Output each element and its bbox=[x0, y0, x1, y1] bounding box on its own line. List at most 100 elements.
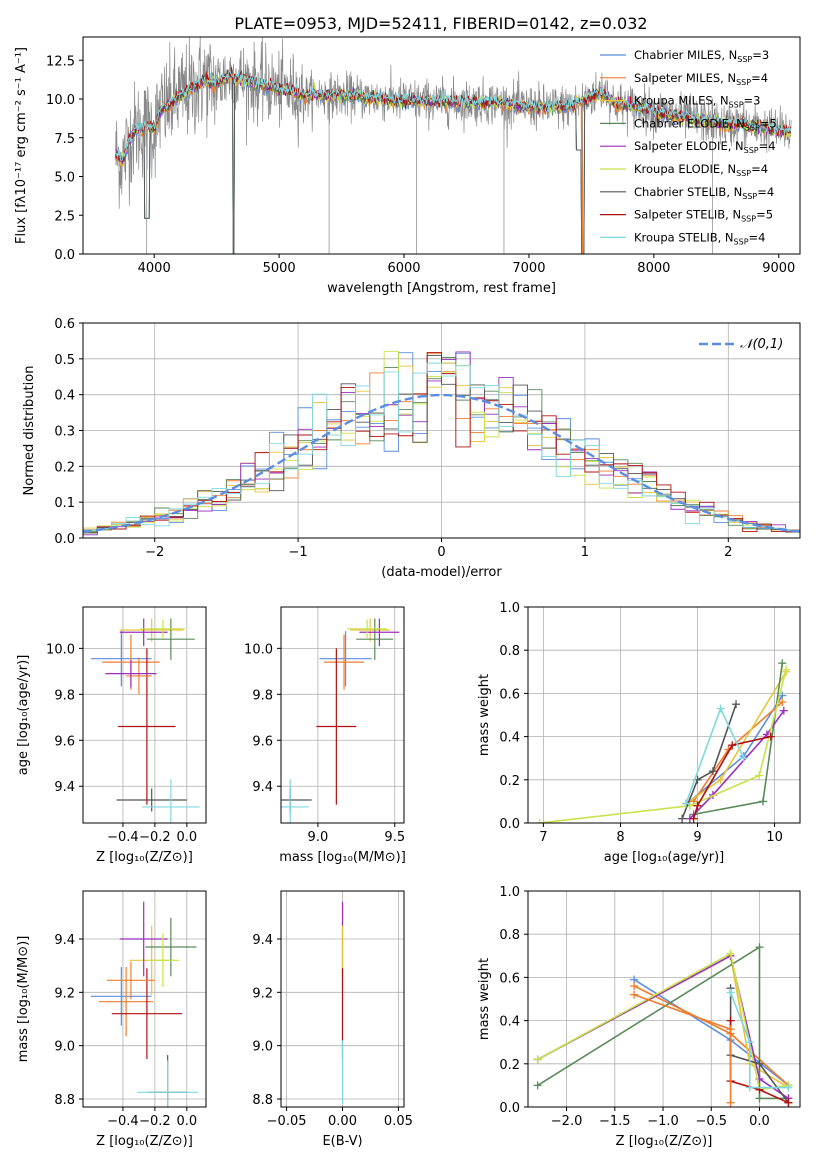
legend-text: Chabrier MILES, N bbox=[634, 48, 737, 62]
y-tick-label: 1.0 bbox=[499, 885, 520, 900]
y-tick-label: 9.4 bbox=[54, 780, 75, 795]
x-tick-label: 6000 bbox=[387, 261, 420, 276]
legend-subscript: SSP bbox=[745, 123, 760, 132]
axes-massweight-vs-Z: −2.0 −1.5 −1.0 −0.5 0.0 0.0 0.2 0.4 0.6 0.8 1.0 Z [… bbox=[477, 885, 801, 1149]
y-axis-label: Flux [fλ10⁻¹⁷ erg cm⁻² s⁻¹ A⁻¹] bbox=[14, 47, 29, 244]
weight-line bbox=[537, 954, 789, 1100]
axes-frame bbox=[82, 36, 801, 255]
x-tick-label: −0.4 bbox=[107, 830, 139, 845]
legend-label: Kroupa ELODIE, NSSP=4 bbox=[634, 162, 768, 178]
y-tick-label: 10.0 bbox=[244, 642, 273, 657]
plot-area bbox=[535, 659, 791, 823]
x-tick-label: −2.0 bbox=[551, 1114, 583, 1129]
x-axis-label: Z [log₁₀(Z/Z⊙)] bbox=[96, 1134, 193, 1149]
axes-frame bbox=[82, 606, 207, 824]
legend-tail: =4 bbox=[751, 71, 768, 85]
y-tick-label: 0.1 bbox=[54, 496, 75, 511]
legend-tail: =3 bbox=[744, 94, 761, 108]
y-tick-label: 10.0 bbox=[46, 642, 75, 657]
y-tick-label: 9.4 bbox=[252, 780, 273, 795]
weight-line bbox=[539, 669, 787, 823]
legend-text: Kroupa ELODIE, N bbox=[634, 162, 736, 176]
legend-tail: =3 bbox=[752, 48, 769, 62]
x-tick-label: −0.2 bbox=[139, 830, 171, 845]
y-tick-label: 7.5 bbox=[54, 132, 75, 147]
y-tick-label: 0.2 bbox=[499, 774, 520, 789]
y-tick-label: 8.8 bbox=[54, 1093, 75, 1108]
legend-tail: =4 bbox=[749, 230, 766, 244]
legend-text: Salpeter STELIB, N bbox=[634, 208, 741, 222]
legend-text: Chabrier ELODIE, N bbox=[634, 116, 745, 130]
y-tick-label: 0.0 bbox=[54, 532, 75, 547]
legend-tail: =5 bbox=[760, 116, 777, 130]
y-tick-label: 9.8 bbox=[54, 688, 75, 703]
legend-subscript: SSP bbox=[729, 101, 744, 110]
y-tick-label: 0.8 bbox=[499, 644, 520, 659]
legend-subscript: SSP bbox=[736, 169, 751, 178]
y-tick-label: 2.5 bbox=[54, 209, 75, 224]
legend-label: Chabrier ELODIE, NSSP=5 bbox=[634, 116, 777, 132]
y-tick-label: 9.8 bbox=[252, 688, 273, 703]
y-tick-label: 9.4 bbox=[252, 933, 273, 948]
normal-legend-label: 𝒩(0,1) bbox=[740, 337, 783, 352]
legend-tail: =5 bbox=[756, 208, 773, 222]
weight-line bbox=[681, 703, 737, 819]
y-tick-label: 1.0 bbox=[499, 601, 520, 616]
x-tick-label: 7 bbox=[539, 830, 547, 845]
x-tick-label: −0.05 bbox=[267, 1114, 307, 1129]
axes-spectrum: 4000 5000 6000 7000 8000 9000 0.0 2.5 5.0 7.5 10.0… bbox=[14, 36, 801, 296]
x-axis-label: mass [log₁₀(M/M⊙)] bbox=[279, 850, 406, 865]
y-tick-label: 9.0 bbox=[54, 1040, 75, 1055]
y-tick-label: 0.4 bbox=[499, 1015, 520, 1030]
y-axis-label: age [log₁₀(age/yr)] bbox=[16, 655, 31, 776]
chart-title: PLATE=0953, MJD=52411, FIBERID=0142, z=0… bbox=[234, 14, 647, 33]
axes-mass-vs-EBV: −0.05 0.00 0.05 8.8 9.0 9.2 9.4 E(B-V) bbox=[252, 890, 413, 1149]
y-tick-label: 0.0 bbox=[499, 817, 520, 832]
y-tick-label: 8.8 bbox=[252, 1093, 273, 1108]
axes-age-vs-Z: −0.4 −0.2 0.0 9.4 9.6 9.8 10.0 Z [log₁₀(Z/Z⊙)] a… bbox=[16, 606, 207, 865]
x-axis-label: Z [log₁₀(Z/Z⊙)] bbox=[96, 850, 193, 865]
x-tick-label: 0.05 bbox=[384, 1114, 413, 1129]
x-tick-label: −0.2 bbox=[139, 1114, 171, 1129]
x-tick-label: 0.0 bbox=[176, 1114, 197, 1129]
y-tick-label: 0.5 bbox=[54, 353, 75, 368]
x-tick-label: −1.0 bbox=[647, 1114, 679, 1129]
x-tick-label: 9 bbox=[693, 830, 701, 845]
axes-massweight-vs-age: 7 8 9 10 0.0 0.2 0.4 0.6 0.8 1.0 age [log₁₀(age/yr… bbox=[477, 601, 801, 865]
y-tick-label: 0.2 bbox=[499, 1058, 520, 1073]
spectrum-cutoff bbox=[580, 106, 584, 254]
y-tick-label: 12.5 bbox=[46, 54, 75, 69]
legend-label: Chabrier MILES, NSSP=3 bbox=[634, 48, 769, 64]
legend-subscript: SSP bbox=[734, 237, 749, 246]
x-tick-label: 8 bbox=[616, 830, 624, 845]
y-tick-label: 0.0 bbox=[54, 248, 75, 263]
legend-subscript: SSP bbox=[741, 215, 756, 224]
x-tick-label: 7000 bbox=[512, 261, 545, 276]
x-tick-label: 0 bbox=[437, 545, 445, 560]
weight-line bbox=[729, 992, 789, 1089]
x-axis-label: E(B-V) bbox=[322, 1134, 362, 1149]
legend-tail: =4 bbox=[751, 162, 768, 176]
weight-line bbox=[692, 735, 771, 819]
plot-area bbox=[281, 618, 400, 823]
weight-line bbox=[633, 993, 732, 1103]
x-tick-label: −0.4 bbox=[107, 1114, 139, 1129]
y-tick-label: 9.2 bbox=[54, 986, 75, 1001]
axes-residual-histogram: −2 −1 0 1 2 0.0 0.1 0.2 0.3 0.4 0.5 0.6 (data-model)… bbox=[22, 317, 801, 580]
legend-text: Salpeter MILES, N bbox=[634, 71, 736, 85]
weight-line bbox=[689, 710, 785, 820]
legend-text: Kroupa MILES, N bbox=[634, 94, 729, 108]
y-axis-label: mass [log₁₀(M/M⊙)] bbox=[16, 936, 31, 1063]
plot-area bbox=[90, 618, 200, 823]
axes-mass-vs-Z: −0.4 −0.2 0.0 8.8 9.0 9.2 9.4 Z [log₁₀(Z/Z⊙)] ma… bbox=[16, 890, 207, 1149]
x-tick-label: 4000 bbox=[138, 261, 171, 276]
x-tick-label: 5000 bbox=[263, 261, 296, 276]
x-tick-label: 1 bbox=[581, 545, 589, 560]
legend-label: Salpeter MILES, NSSP=4 bbox=[634, 71, 768, 87]
x-tick-label: 9.0 bbox=[308, 830, 329, 845]
y-tick-label: 0.4 bbox=[54, 389, 75, 404]
y-tick-label: 9.2 bbox=[252, 986, 273, 1001]
x-tick-label: 0.0 bbox=[176, 830, 197, 845]
histogram-step bbox=[83, 362, 800, 538]
